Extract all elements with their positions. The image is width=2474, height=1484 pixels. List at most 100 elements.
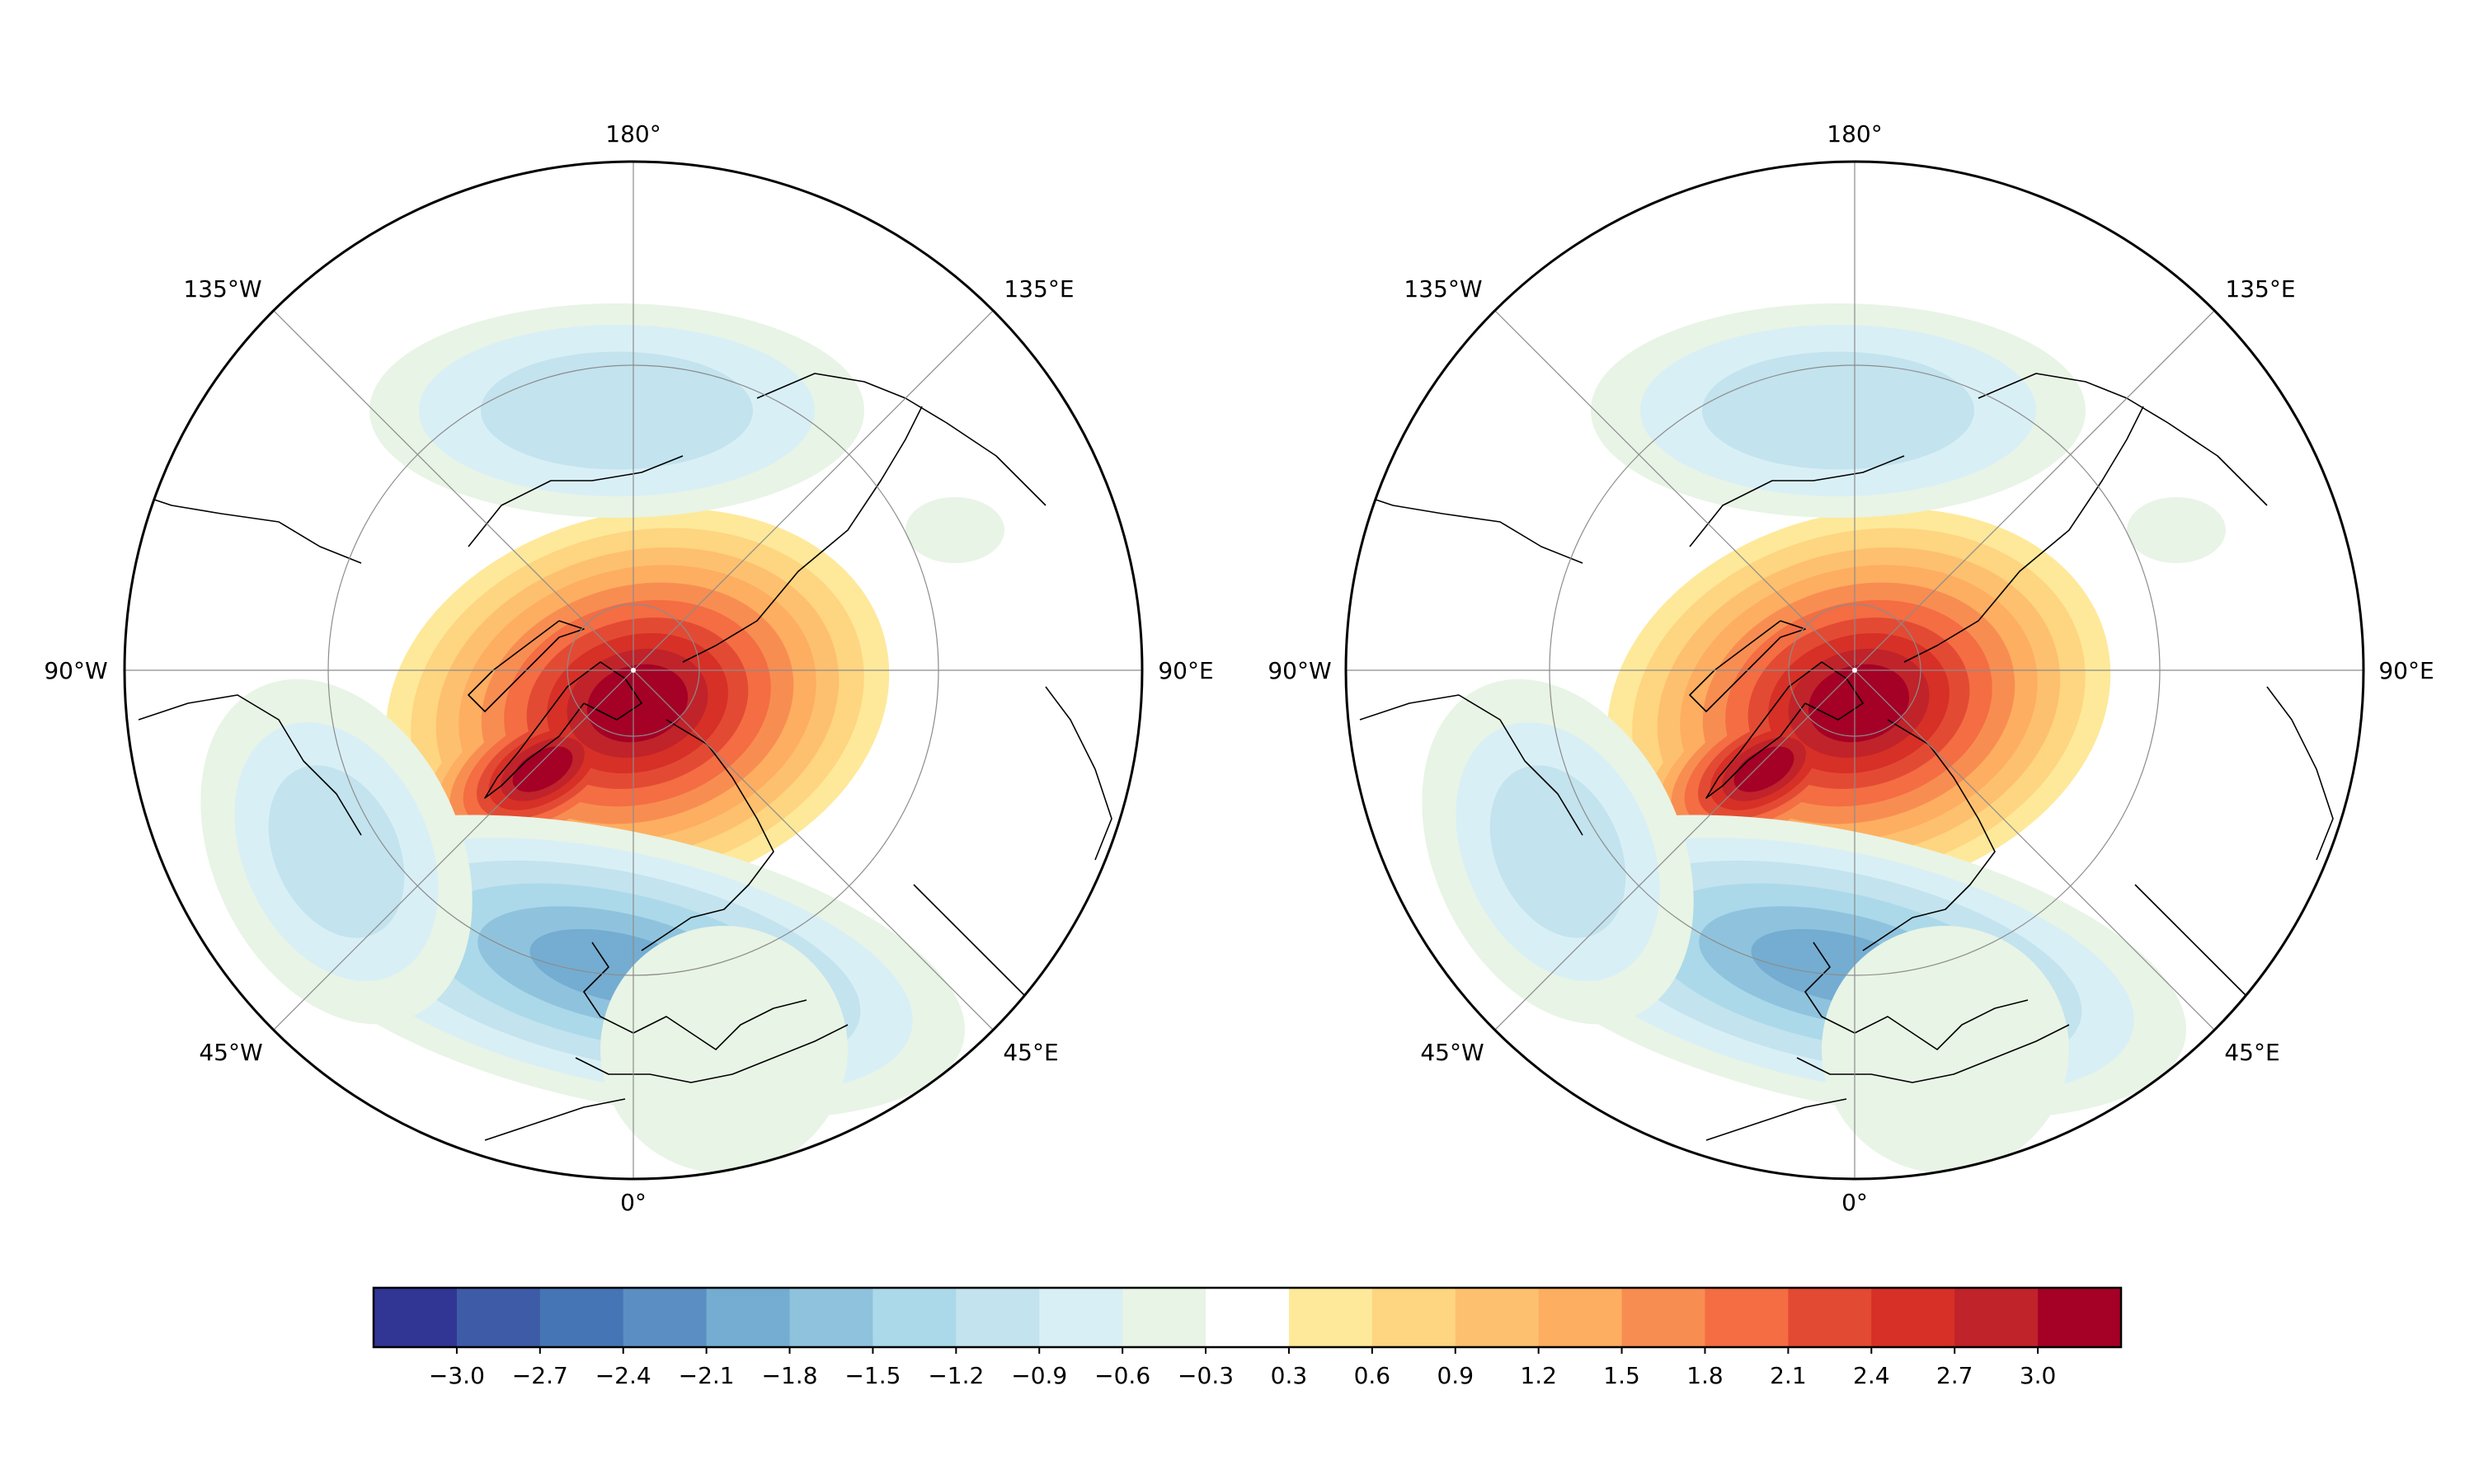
colorbar-segment [1288, 1288, 1373, 1347]
colorbar-segment [2038, 1288, 2122, 1347]
coastline [125, 488, 362, 564]
colorbar-segment [374, 1288, 458, 1347]
coastline [2266, 686, 2334, 861]
lon-label-0: 0° [1841, 1189, 1868, 1216]
positive-anomaly-contour [1808, 664, 1910, 743]
coastline [641, 719, 774, 951]
colorbar-segment [1371, 1288, 1456, 1347]
positive-anomaly-contour [512, 746, 573, 792]
coastline [1796, 1024, 2070, 1083]
colorbar-segment [1206, 1288, 1290, 1347]
latitude-circle [1549, 364, 2161, 976]
coastline [583, 942, 807, 1050]
colorbar-tick-label: 3.0 [2020, 1362, 2057, 1389]
colorbar-segment [1705, 1288, 1789, 1347]
negative-anomaly-contour [1489, 765, 1626, 938]
coastline [1359, 694, 1583, 836]
positive-anomaly-contour [586, 664, 689, 743]
graticule-right [1346, 162, 2363, 1179]
coastline [1346, 488, 1583, 564]
coastline [1862, 719, 1996, 951]
colorbar-segment [872, 1288, 957, 1347]
colorbar-segment [706, 1288, 791, 1347]
negative-anomaly-contour [1702, 351, 1974, 470]
colorbar-tick-label: −2.7 [512, 1362, 568, 1389]
colorbar-tick-label: 2.1 [1770, 1362, 1807, 1389]
coastline [1045, 686, 1112, 861]
colorbar-tick-label: −2.1 [679, 1362, 735, 1389]
polar-map-left: 180° 135°E 90°E 45°E 0° 45°W 90°W 135°W [44, 120, 1213, 1216]
colorbar-tick-label: 0.9 [1437, 1362, 1474, 1389]
coastline [1689, 455, 1905, 547]
colorbar-tick-label: 1.2 [1520, 1362, 1557, 1389]
colorbar-tick-label: −0.3 [1178, 1362, 1234, 1389]
north-pole-marker [1852, 668, 1857, 673]
coastline [1804, 942, 2029, 1050]
field-layer-right [1422, 303, 2226, 1173]
lon-label-90w: 90°W [44, 657, 107, 684]
colorbar-tick-label: −1.2 [928, 1362, 984, 1389]
colorbar-tick-label: −0.9 [1011, 1362, 1067, 1389]
colorbar-tick-label: −0.6 [1094, 1362, 1150, 1389]
coastline [468, 455, 684, 547]
lon-label-45e: 45°E [2224, 1039, 2279, 1066]
colorbar-segment [539, 1288, 624, 1347]
colorbar-tick-label: 0.3 [1271, 1362, 1308, 1389]
map-frame-right [1344, 160, 2365, 1181]
coastline [484, 661, 642, 799]
coastline [138, 694, 362, 836]
coastline [575, 1024, 849, 1083]
colorbar-segment [1621, 1288, 1706, 1347]
lon-label-135e: 135°E [1004, 275, 1074, 303]
lon-label-180: 180° [605, 120, 661, 148]
field-layer-left [200, 303, 1004, 1173]
negative-anomaly-contour [268, 765, 405, 938]
colorbar-segment [623, 1288, 708, 1347]
negative-anomaly-contour [905, 497, 1004, 563]
colorbar-tick-label: 2.7 [1936, 1362, 1973, 1389]
colorbar-segment [1954, 1288, 2039, 1347]
negative-anomaly-contour [2127, 497, 2226, 563]
coastline [1689, 620, 1806, 712]
coastline [1903, 406, 2144, 663]
negative-anomaly-contour [600, 926, 848, 1173]
lon-label-45w: 45°W [199, 1039, 262, 1066]
positive-anomaly-contour [1733, 746, 1794, 792]
colorbar-tick-label: 0.6 [1354, 1362, 1391, 1389]
colorbar-tick-label: 2.4 [1853, 1362, 1890, 1389]
lon-label-90e: 90°E [1158, 657, 1213, 684]
colorbar-segment [789, 1288, 874, 1347]
lon-label-90e: 90°E [2378, 657, 2434, 684]
lon-label-90w: 90°W [1268, 657, 1331, 684]
lon-label-135w: 135°W [183, 275, 261, 303]
polar-map-right: 180° 135°E 90°E 45°E 0° 45°W 90°W 135°W [1268, 120, 2434, 1216]
latitude-circle [327, 364, 939, 976]
lon-label-45e: 45°E [1003, 1039, 1058, 1066]
colorbar-segment [1871, 1288, 1955, 1347]
lon-label-135e: 135°E [2225, 275, 2295, 303]
lon-label-45w: 45°W [1420, 1039, 1484, 1066]
latitude-circle [567, 603, 700, 737]
lon-label-0: 0° [620, 1189, 647, 1216]
coastline [1705, 1098, 1847, 1141]
coastline [468, 620, 585, 712]
graticule-left [125, 162, 1142, 1179]
coastlines-left [125, 373, 1112, 1141]
north-pole-marker [631, 668, 636, 673]
colorbar-segment [1039, 1288, 1123, 1347]
latitude-circle [1788, 603, 1921, 737]
colorbar: −3.0 −2.7 −2.4 −2.1 −1.8 −1.5 −1.2 −0.9 −0.6 −0.3… [372, 1286, 2123, 1389]
colorbar-tick-label: 1.8 [1686, 1362, 1724, 1389]
coastline [682, 406, 923, 663]
colorbar-segment [1788, 1288, 1872, 1347]
colorbar-tick-label: −3.0 [429, 1362, 485, 1389]
colorbar-segment [1122, 1288, 1206, 1347]
coastline [1705, 661, 1864, 799]
colorbar-segment [456, 1288, 541, 1347]
negative-anomaly-contour [481, 351, 753, 470]
colorbar-tick-label: 1.5 [1603, 1362, 1640, 1389]
colorbar-tick-label: −1.5 [844, 1362, 901, 1389]
colorbar-outline [372, 1286, 2123, 1349]
colorbar-segment [1455, 1288, 1540, 1347]
